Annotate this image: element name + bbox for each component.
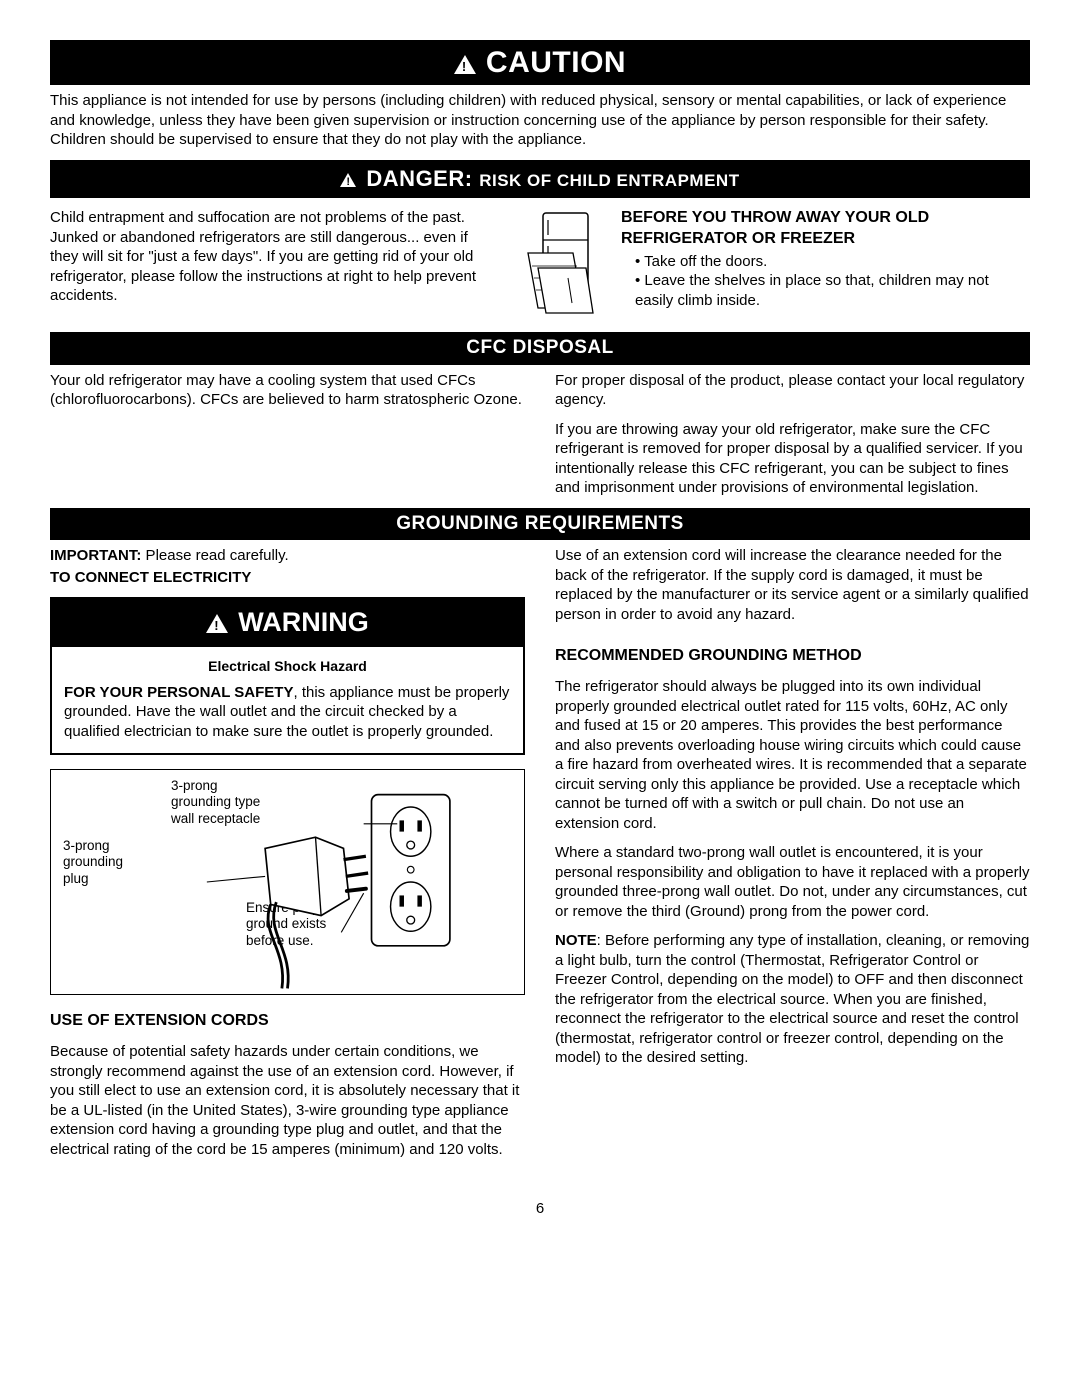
danger-left-text: Child entrapment and suffocation are not… bbox=[50, 208, 500, 306]
important-text: Please read carefully. bbox=[141, 547, 288, 564]
grounding-important: IMPORTANT: Please read carefully. bbox=[50, 546, 525, 566]
caution-title: CAUTION bbox=[486, 46, 626, 79]
danger-title: DANGER: bbox=[366, 166, 472, 191]
warning-box-title: WARNING bbox=[238, 607, 369, 637]
refrigerator-icon bbox=[518, 208, 603, 318]
grounding-columns: IMPORTANT: Please read carefully. TO CON… bbox=[50, 546, 1030, 1169]
danger-subtitle: RISK OF CHILD ENTRAPMENT bbox=[479, 171, 739, 190]
warning-box-header: WARNING bbox=[52, 599, 523, 646]
grounding-header: GROUNDING REQUIREMENTS bbox=[50, 508, 1030, 541]
warning-triangle-icon bbox=[454, 55, 476, 74]
warning-box: WARNING Electrical Shock Hazard FOR YOUR… bbox=[50, 597, 525, 755]
warning-triangle-icon bbox=[340, 173, 356, 187]
hazard-label: Electrical Shock Hazard bbox=[64, 657, 511, 675]
danger-right: BEFORE YOU THROW AWAY YOUR OLD REFRIGERA… bbox=[621, 208, 1030, 310]
cfc-columns: Your old refrigerator may have a cooling… bbox=[50, 371, 1030, 508]
plug-diagram: 3-prong grounding type wall receptacle 3… bbox=[50, 769, 525, 995]
caution-text: This appliance is not intended for use b… bbox=[50, 91, 1030, 150]
ext-p2: Use of an extension cord will increase t… bbox=[555, 546, 1030, 624]
rec-p1: The refrigerator should always be plugge… bbox=[555, 677, 1030, 833]
caution-header: CAUTION bbox=[50, 40, 1030, 85]
note-para: NOTE: Before performing any type of inst… bbox=[555, 931, 1030, 1068]
danger-bullet: Take off the doors. bbox=[635, 252, 1030, 272]
note-bold: NOTE bbox=[555, 932, 597, 949]
cfc-left: Your old refrigerator may have a cooling… bbox=[50, 371, 525, 410]
danger-bullet: Leave the shelves in place so that, chil… bbox=[635, 271, 1030, 310]
rec-p2: Where a standard two-prong wall outlet i… bbox=[555, 843, 1030, 921]
warning-triangle-icon bbox=[206, 614, 228, 633]
cfc-right-p2: If you are throwing away your old refrig… bbox=[555, 420, 1030, 498]
ext-heading: USE OF EXTENSION CORDS bbox=[50, 1011, 525, 1032]
danger-header: DANGER: RISK OF CHILD ENTRAPMENT bbox=[50, 160, 1030, 199]
note-text: : Before performing any type of installa… bbox=[555, 932, 1029, 1066]
danger-right-heading: BEFORE YOU THROW AWAY YOUR OLD REFRIGERA… bbox=[621, 208, 1030, 250]
connect-heading: TO CONNECT ELECTRICITY bbox=[50, 568, 525, 588]
ext-p1: Because of potential safety hazards unde… bbox=[50, 1042, 525, 1159]
important-label: IMPORTANT: bbox=[50, 547, 141, 564]
cfc-right-p1: For proper disposal of the product, plea… bbox=[555, 371, 1030, 410]
safety-bold: FOR YOUR PERSONAL SAFETY bbox=[64, 684, 293, 701]
page-number: 6 bbox=[50, 1199, 1030, 1219]
danger-row: Child entrapment and suffocation are not… bbox=[50, 208, 1030, 318]
cfc-header: CFC DISPOSAL bbox=[50, 332, 1030, 365]
safety-text: FOR YOUR PERSONAL SAFETY, this appliance… bbox=[64, 683, 511, 742]
rec-heading: RECOMMENDED GROUNDING METHOD bbox=[555, 646, 1030, 667]
